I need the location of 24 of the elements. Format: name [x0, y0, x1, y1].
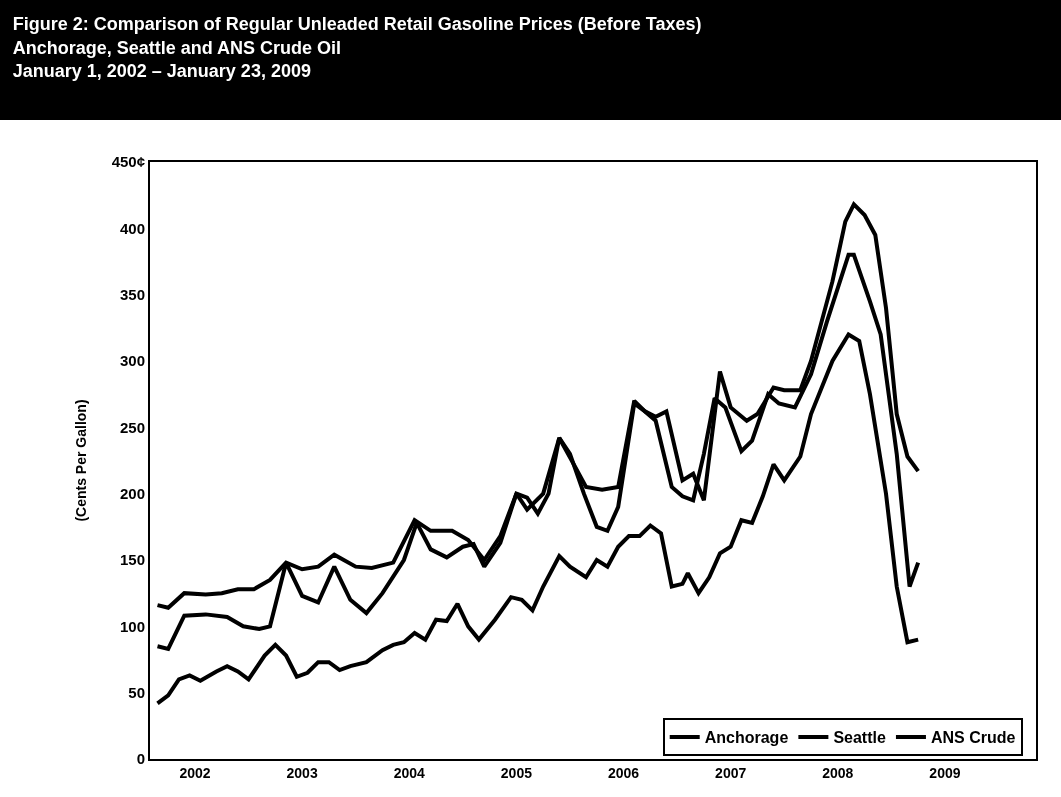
y-tick-label: 200: [119, 484, 145, 502]
y-tick-label: 250: [119, 418, 145, 436]
legend-label: ANS Crude: [930, 729, 1016, 747]
y-tick-label: 400: [119, 219, 145, 237]
legend-label: Seattle: [833, 729, 886, 747]
y-tick-label: 150: [119, 551, 145, 569]
x-tick-label: 2007: [715, 764, 747, 781]
legend-label: Anchorage: [704, 729, 789, 747]
x-tick-label: 2005: [500, 764, 533, 781]
x-tick-label: 2004: [393, 764, 426, 781]
y-axis-title: (Cents Per Gallon): [72, 399, 89, 522]
y-tick-label: 350: [119, 285, 145, 303]
x-tick-label: 2008: [822, 764, 854, 781]
y-tick-label: 50: [128, 683, 145, 701]
y-tick-label: 0: [136, 750, 145, 768]
x-tick-label: 2006: [607, 764, 640, 781]
x-tick-label: 2003: [286, 764, 318, 781]
y-tick-label: 300: [119, 352, 145, 370]
x-tick-label: 2009: [929, 764, 961, 781]
x-tick-label: 2002: [179, 764, 211, 781]
y-tick-label: 100: [119, 617, 145, 635]
line-series: [155, 332, 921, 706]
chart-title: Figure 2: Comparison of Regular Unleaded Retail Gasoline Prices (Before Taxes) Anchorage, Seattle and ANS Crude Oil January 1, 2002 – January 23, 2009: [12, 14, 702, 82]
y-tick-label: 450¢: [111, 153, 145, 171]
